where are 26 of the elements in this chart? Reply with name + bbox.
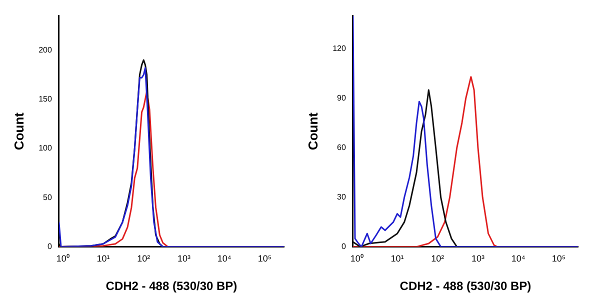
- x-tick-label: 10⁴: [511, 254, 526, 264]
- y-tick-label: 50: [43, 192, 52, 202]
- y-axis-title: Count: [11, 112, 26, 150]
- x-tick-label: 10²: [137, 254, 150, 264]
- x-tick-label: 10⁵: [552, 254, 566, 264]
- x-tick-label: 10²: [431, 254, 444, 264]
- x-axis-title: CDH2 - 488 (530/30 BP): [400, 279, 532, 294]
- x-tick-label: 10³: [177, 254, 190, 264]
- y-axis-title: Count: [305, 112, 320, 150]
- x-tick-label: 10⁵: [258, 254, 272, 264]
- y-tick-label: 0: [47, 242, 52, 252]
- x-tick-label: 10¹: [390, 254, 404, 264]
- y-tick-label: 30: [337, 192, 346, 202]
- y-tick-label: 90: [337, 94, 346, 103]
- x-axis-title: CDH2 - 488 (530/30 BP): [106, 279, 238, 294]
- x-tick-label: 10⁴: [217, 254, 232, 264]
- y-tick-label: 0: [341, 242, 346, 252]
- y-tick-label: 200: [38, 45, 52, 54]
- x-tick-label: 10⁰: [350, 254, 364, 264]
- x-tick-label: 10⁰: [56, 254, 70, 264]
- y-tick-label: 150: [38, 94, 52, 104]
- x-tick-label: 10¹: [96, 254, 110, 264]
- y-tick-label: 120: [332, 44, 346, 54]
- x-tick-label: 10³: [471, 254, 484, 264]
- y-tick-label: 60: [337, 143, 346, 152]
- y-tick-label: 100: [38, 144, 52, 153]
